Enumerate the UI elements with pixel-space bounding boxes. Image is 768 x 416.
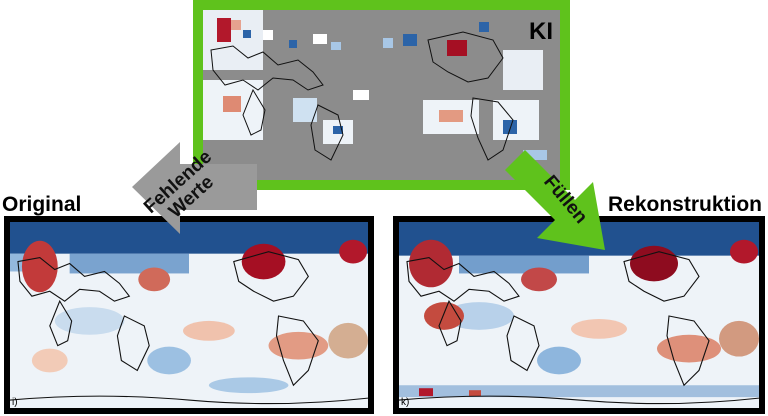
label-reconstruction: Rekonstruktion [608,193,763,216]
panel-ai-map [193,0,570,190]
arrow-fill [505,150,615,250]
panel-reconstruction-map: k) [393,216,765,414]
panel-reconstruction-tag: k) [401,397,410,408]
panel-original-tag: i) [12,397,18,408]
arrow-missing-values [132,142,257,234]
panel-original-map: i) [4,216,374,414]
label-ai: KI [529,18,553,45]
label-original: Original [2,193,82,216]
